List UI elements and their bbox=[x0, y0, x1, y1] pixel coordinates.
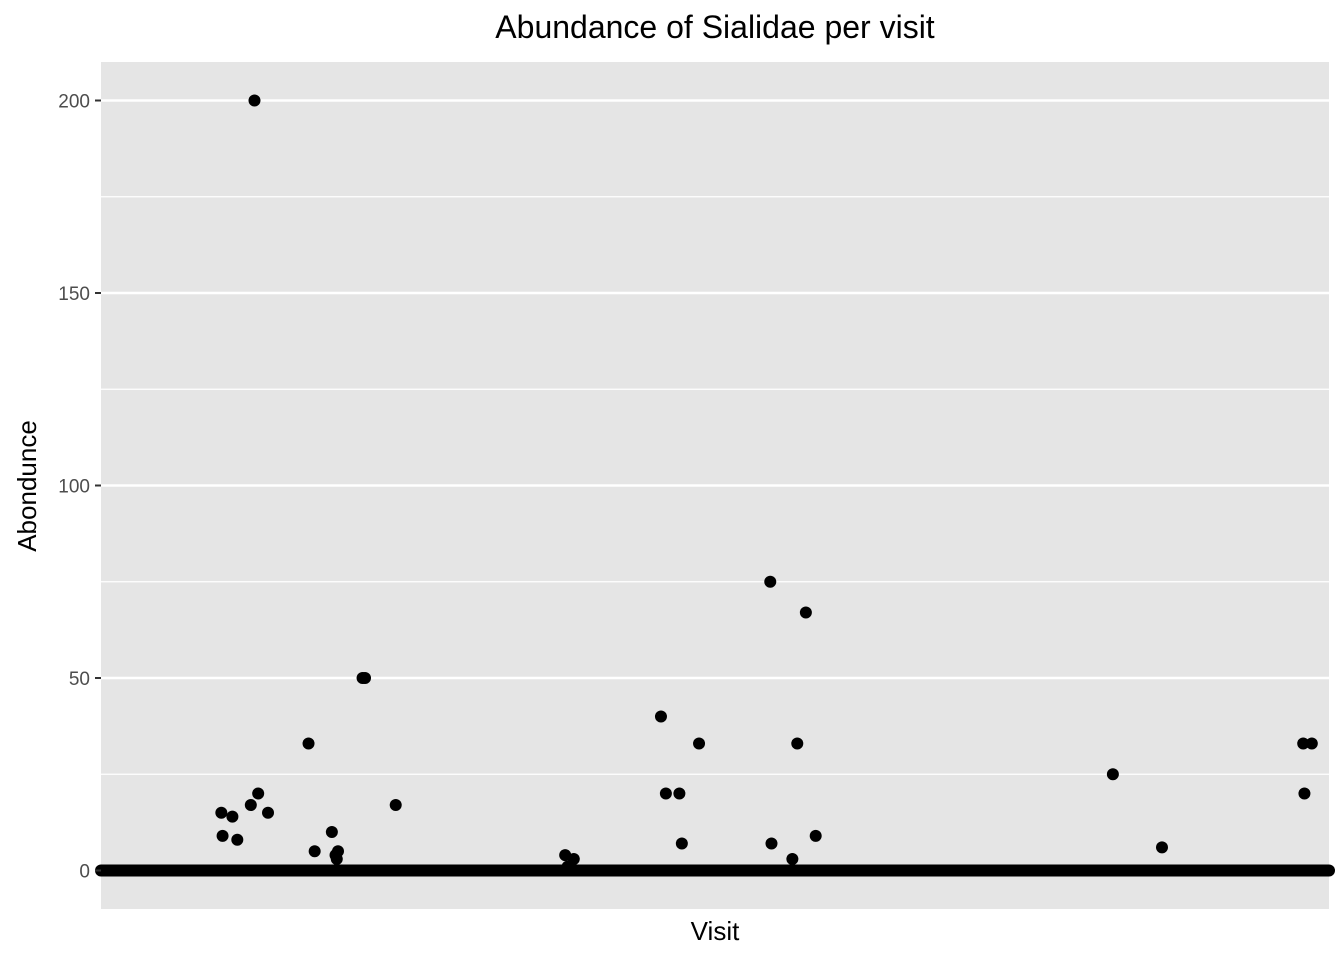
data-point bbox=[567, 852, 580, 865]
data-point bbox=[248, 94, 261, 107]
data-point bbox=[332, 845, 345, 858]
y-tick-label: 0 bbox=[79, 862, 90, 883]
y-tick-label: 50 bbox=[69, 669, 90, 690]
data-point bbox=[659, 787, 672, 800]
data-point bbox=[308, 845, 321, 858]
data-point bbox=[1297, 737, 1310, 750]
data-point bbox=[764, 575, 777, 588]
data-point bbox=[1106, 768, 1119, 781]
data-point bbox=[693, 737, 706, 750]
data-point bbox=[765, 837, 778, 850]
data-point bbox=[262, 806, 275, 819]
data-point bbox=[673, 787, 686, 800]
chart-title: Abundance of Sialidae per visit bbox=[495, 9, 935, 45]
data-point bbox=[359, 672, 372, 684]
data-point bbox=[226, 810, 239, 823]
data-point bbox=[1155, 841, 1168, 854]
data-point bbox=[215, 806, 228, 819]
y-tick-label: 150 bbox=[58, 284, 90, 305]
data-point bbox=[231, 833, 244, 846]
data-point bbox=[675, 837, 688, 850]
data-point bbox=[325, 826, 338, 838]
data-point bbox=[244, 799, 257, 812]
y-axis-title: Abondunce bbox=[12, 420, 42, 552]
data-point bbox=[1298, 787, 1311, 800]
data-point bbox=[302, 737, 315, 750]
data-point bbox=[216, 829, 229, 842]
data-point bbox=[786, 852, 799, 865]
data-point bbox=[389, 799, 402, 812]
data-point bbox=[809, 829, 822, 842]
minor-gridlines bbox=[101, 196, 1329, 775]
data-point bbox=[799, 606, 812, 619]
data-point bbox=[252, 787, 265, 800]
y-tick-label: 100 bbox=[58, 477, 90, 498]
y-axis-ticks: 0 50 100 150 200 bbox=[58, 92, 101, 883]
data-point bbox=[654, 710, 667, 723]
x-axis-title: Visit bbox=[691, 916, 740, 946]
data-point bbox=[791, 737, 804, 750]
y-tick-label: 200 bbox=[58, 92, 90, 113]
major-gridlines bbox=[101, 99, 1329, 872]
data-point bbox=[1305, 737, 1318, 750]
data-points bbox=[215, 94, 1318, 873]
